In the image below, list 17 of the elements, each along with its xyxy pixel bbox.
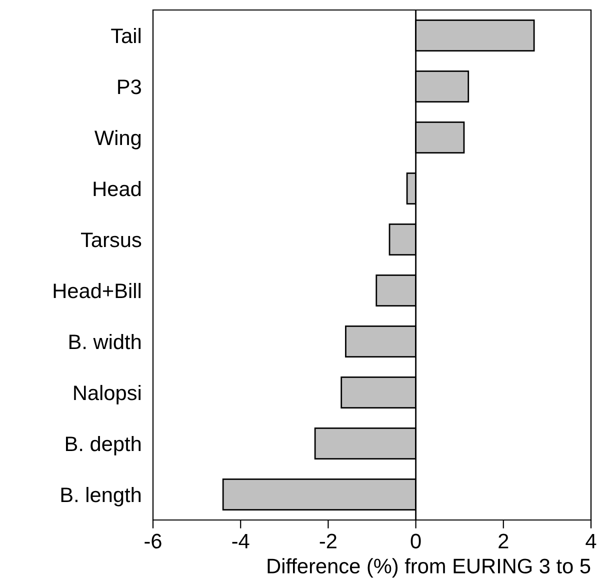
y-tick-label: B. depth (66, 436, 141, 456)
y-tick-label: Tarsus (81, 232, 142, 248)
x-tick-label: 0 (410, 534, 421, 548)
y-tick-label: B. width (69, 334, 141, 350)
y-tick-label: Head (94, 180, 141, 196)
x-tick-label: -6 (144, 534, 162, 548)
y-tick-label: Tail (111, 28, 140, 44)
y-tick-label: Head+Bill (54, 282, 140, 298)
x-tick-label: 4 (586, 534, 596, 548)
x-tick-label: 2 (498, 534, 508, 548)
x-tick-label: -4 (232, 534, 250, 548)
y-tick-label: Nalopsi (74, 384, 140, 404)
y-tick-label: B. length (61, 486, 141, 506)
x-tick-label: -2 (320, 534, 336, 548)
x-axis-title: Difference (%) from EURING 3 to 5 (268, 558, 590, 578)
y-tick-label: Wing (94, 130, 141, 150)
y-tick-label: P3 (118, 80, 141, 94)
